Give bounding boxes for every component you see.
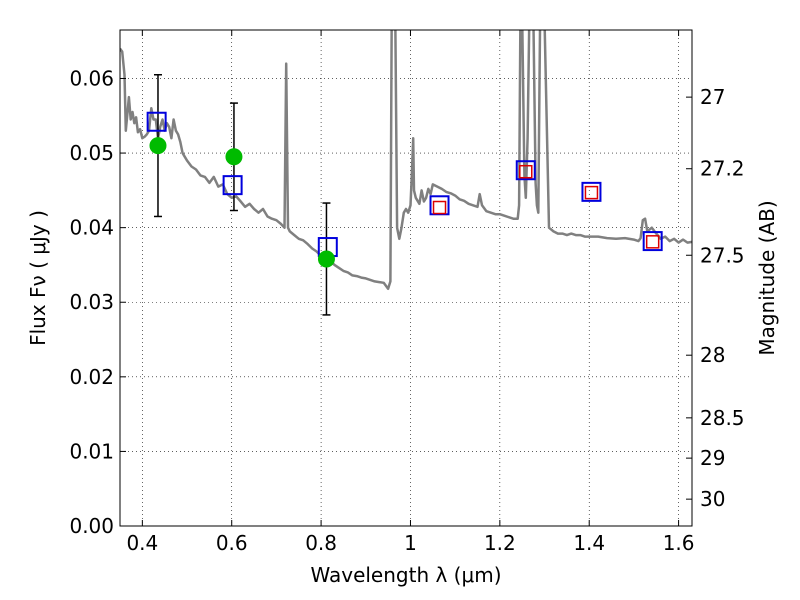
model-red-square (645, 235, 660, 249)
y-tick-label: 0.04 (69, 216, 114, 240)
model-blue-square (222, 175, 243, 196)
model-spectrum-layer (120, 30, 692, 291)
model-red-square (584, 185, 599, 200)
y-tick-label: 0.02 (69, 365, 114, 389)
magnitude-tick-label: 30 (700, 487, 725, 511)
x-tick-label: 0.4 (126, 531, 158, 555)
y-tick-label: 0.01 (69, 439, 114, 463)
observed-point (149, 137, 167, 155)
x-axis-label: Wavelength λ (μm) (310, 563, 501, 587)
model-blue-square (429, 195, 450, 216)
y-tick-label: 0.03 (69, 290, 114, 314)
y-tick-label: 0.06 (69, 66, 114, 90)
axis-ticks: 0.4 0.6 0.8 1 1.2 1.4 1.6 0.00 0.01 0.02 0.03 0.04 0… (69, 30, 745, 555)
model-blue-square (642, 231, 663, 252)
y-axis-label: Flux Fν ( μJy ) (26, 210, 50, 346)
model-blue-square (146, 111, 167, 132)
y2-axis-label: Magnitude (AB) (755, 200, 779, 355)
model-red-square (432, 200, 447, 215)
y-tick-label: 0.00 (69, 514, 114, 538)
data-points-layer (146, 74, 663, 316)
x-tick-label: 0.6 (216, 531, 248, 555)
x-tick-label: 1 (404, 531, 417, 555)
model-blue-square (515, 160, 536, 181)
y-tick-label: 0.05 (69, 141, 114, 165)
x-tick-label: 1.4 (573, 531, 605, 555)
magnitude-tick-label: 27.2 (700, 157, 745, 181)
magnitude-tick-label: 27.5 (700, 243, 745, 267)
magnitude-tick-label: 27 (700, 85, 725, 109)
model-red-square (519, 164, 533, 179)
observed-point (225, 148, 243, 166)
x-tick-label: 0.8 (305, 531, 337, 555)
magnitude-tick-label: 28.5 (700, 406, 745, 430)
plot-frame (119, 29, 693, 527)
magnitude-tick-label: 29 (700, 446, 725, 470)
model-blue-square (581, 181, 602, 202)
magnitude-tick-label: 28 (700, 343, 725, 367)
observed-point (317, 250, 335, 268)
x-tick-label: 1.6 (663, 531, 695, 555)
x-tick-label: 1.2 (484, 531, 516, 555)
model-spectrum-line (120, 30, 692, 291)
